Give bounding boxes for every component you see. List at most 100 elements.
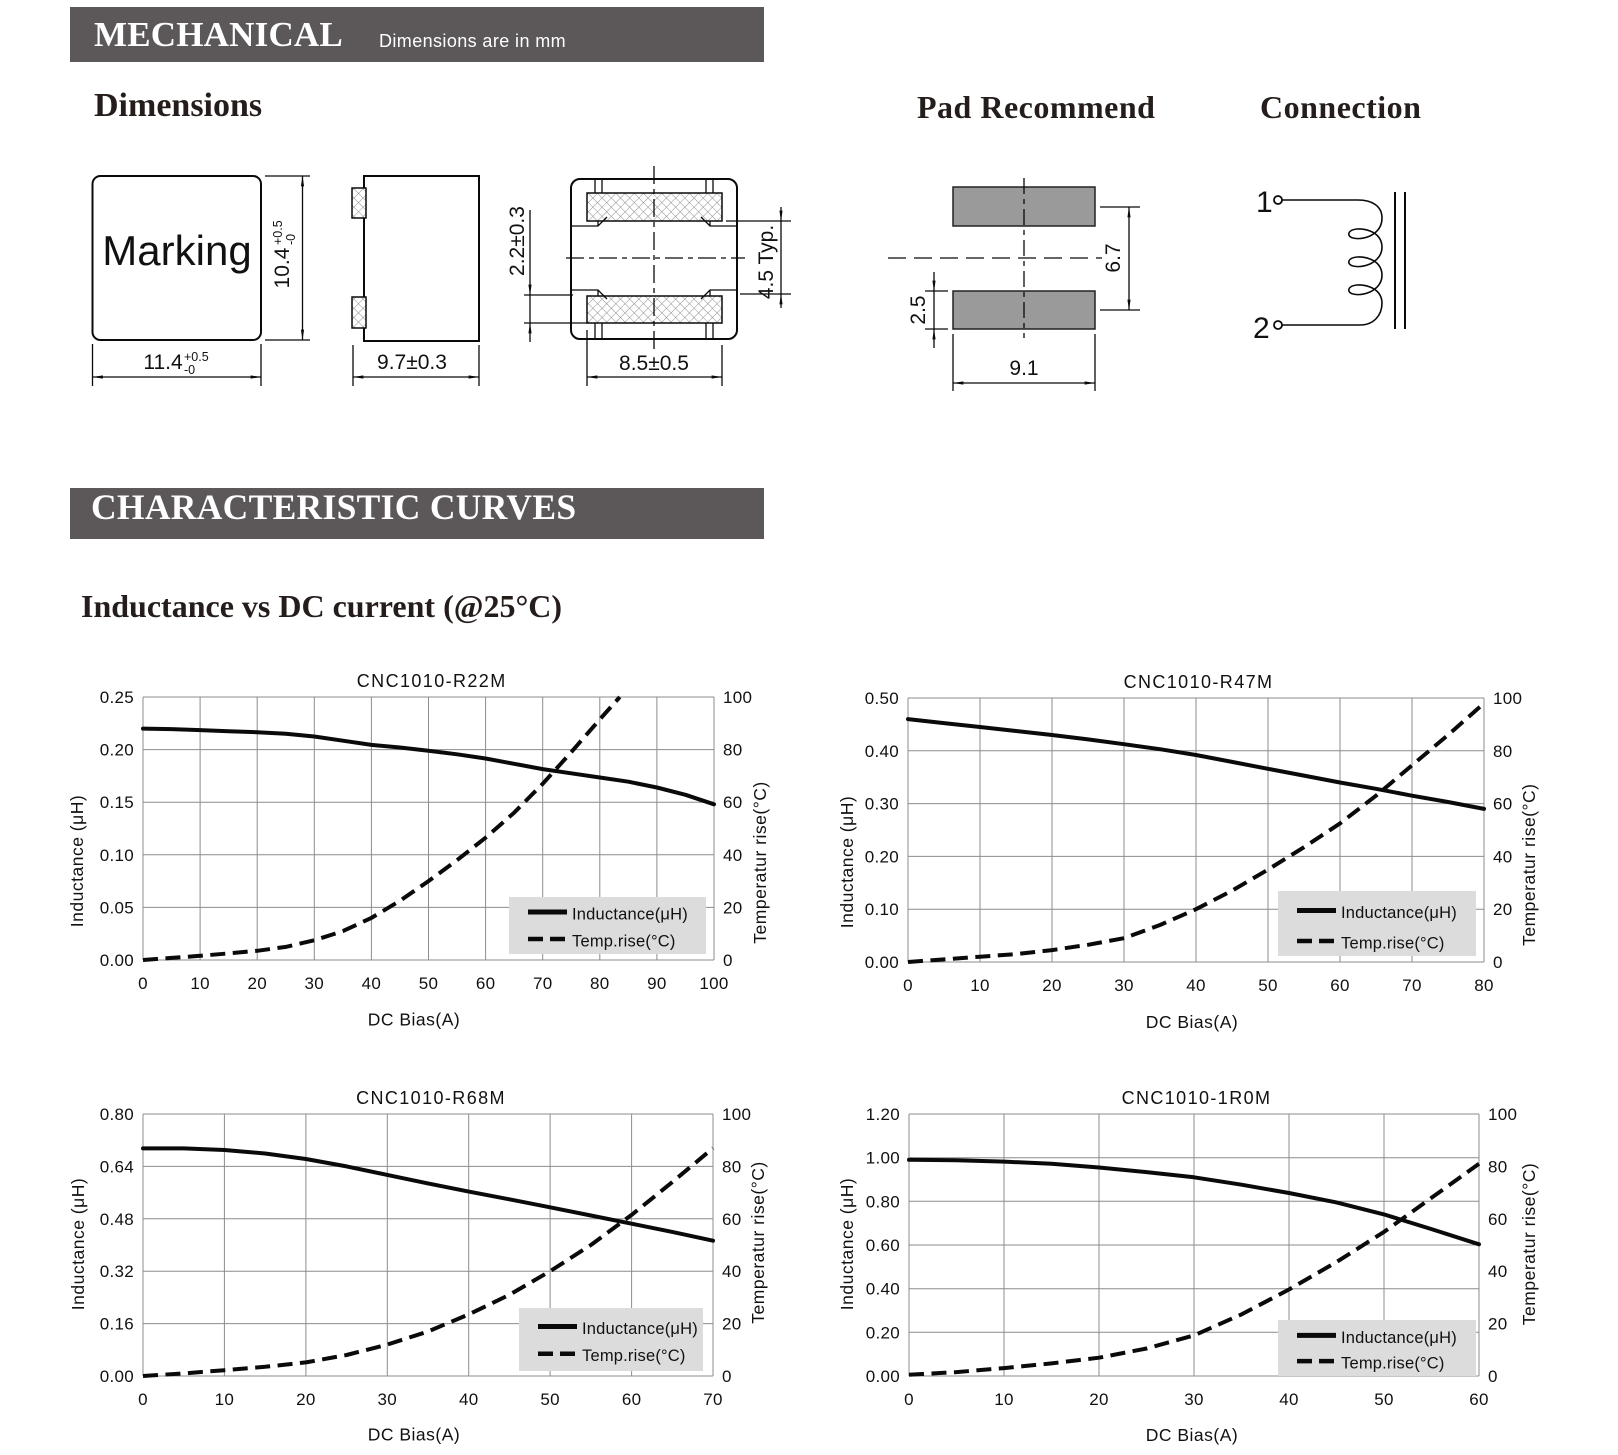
svg-text:Temp.rise(°C): Temp.rise(°C) <box>582 1347 686 1365</box>
svg-text:0.20: 0.20 <box>865 847 899 866</box>
svg-text:Temperatur rise(°C): Temperatur rise(°C) <box>748 1161 768 1323</box>
svg-text:0.25: 0.25 <box>100 688 134 707</box>
svg-text:0.48: 0.48 <box>100 1210 134 1229</box>
svg-text:DC Bias(A): DC Bias(A) <box>1146 1012 1239 1032</box>
svg-text:0.00: 0.00 <box>100 1367 134 1386</box>
svg-text:0.64: 0.64 <box>100 1157 134 1176</box>
svg-text:50: 50 <box>1374 1390 1394 1409</box>
svg-text:50: 50 <box>1258 976 1278 995</box>
svg-text:70: 70 <box>703 1390 723 1409</box>
svg-text:CNC1010-1R0M: CNC1010-1R0M <box>1122 1088 1272 1108</box>
svg-text:0: 0 <box>1493 953 1503 972</box>
svg-text:100: 100 <box>1488 1105 1517 1124</box>
svg-text:DC Bias(A): DC Bias(A) <box>368 1425 461 1445</box>
svg-text:8.5±0.5: 8.5±0.5 <box>619 352 689 375</box>
svg-text:0.40: 0.40 <box>865 742 899 761</box>
svg-text:1.00: 1.00 <box>866 1149 900 1168</box>
svg-text:60: 60 <box>1330 976 1350 995</box>
svg-text:80: 80 <box>1474 976 1494 995</box>
svg-text:-0: -0 <box>184 363 195 377</box>
svg-text:80: 80 <box>723 741 743 760</box>
svg-text:60: 60 <box>476 974 496 993</box>
svg-text:50: 50 <box>540 1390 560 1409</box>
svg-text:30: 30 <box>305 974 325 993</box>
svg-text:20: 20 <box>296 1390 316 1409</box>
svg-text:100: 100 <box>722 1105 751 1124</box>
svg-text:10.4: 10.4 <box>271 247 294 288</box>
svg-text:2: 2 <box>1253 312 1270 345</box>
svg-text:0.00: 0.00 <box>865 953 899 972</box>
svg-text:0.60: 0.60 <box>866 1236 900 1255</box>
svg-text:+0.5: +0.5 <box>271 220 285 245</box>
svg-text:2.5: 2.5 <box>907 295 930 324</box>
svg-text:20: 20 <box>1493 900 1513 919</box>
svg-text:100: 100 <box>1493 689 1522 708</box>
svg-text:0.10: 0.10 <box>865 900 899 919</box>
svg-text:+0.5: +0.5 <box>184 350 209 364</box>
svg-text:Temperatur rise(°C): Temperatur rise(°C) <box>750 781 770 943</box>
svg-text:10: 10 <box>970 976 990 995</box>
svg-text:Marking: Marking <box>102 227 251 274</box>
svg-text:CNC1010-R68M: CNC1010-R68M <box>356 1088 506 1108</box>
svg-text:40: 40 <box>1186 976 1206 995</box>
svg-text:20: 20 <box>1089 1390 1109 1409</box>
svg-text:Temperatur rise(°C): Temperatur rise(°C) <box>1519 1163 1539 1325</box>
svg-text:4.5 Typ.: 4.5 Typ. <box>755 225 778 299</box>
svg-text:Inductance(μH): Inductance(μH) <box>1341 1329 1457 1347</box>
svg-text:60: 60 <box>722 1210 742 1229</box>
svg-text:100: 100 <box>723 688 752 707</box>
svg-text:11.4: 11.4 <box>143 351 183 374</box>
svg-text:70: 70 <box>533 974 553 993</box>
svg-text:9.1: 9.1 <box>1009 357 1038 380</box>
svg-text:Inductance(μH): Inductance(μH) <box>572 906 688 924</box>
svg-text:0.32: 0.32 <box>100 1262 134 1281</box>
svg-text:60: 60 <box>723 793 743 812</box>
svg-text:30: 30 <box>378 1390 398 1409</box>
svg-text:80: 80 <box>1493 742 1513 761</box>
svg-text:0.20: 0.20 <box>866 1323 900 1342</box>
svg-text:0: 0 <box>904 1390 914 1409</box>
svg-text:1: 1 <box>1256 186 1273 219</box>
svg-text:2.2±0.3: 2.2±0.3 <box>506 206 529 276</box>
svg-text:0: 0 <box>903 976 913 995</box>
svg-text:9.7±0.3: 9.7±0.3 <box>377 351 447 374</box>
svg-text:Inductance (μH): Inductance (μH) <box>837 796 857 928</box>
svg-text:0: 0 <box>138 974 148 993</box>
svg-text:40: 40 <box>1279 1390 1299 1409</box>
svg-text:0: 0 <box>1488 1367 1498 1386</box>
svg-text:0: 0 <box>723 951 733 970</box>
svg-text:DC Bias(A): DC Bias(A) <box>368 1010 461 1030</box>
svg-text:Inductance(μH): Inductance(μH) <box>1341 904 1457 922</box>
svg-text:10: 10 <box>994 1390 1014 1409</box>
svg-text:70: 70 <box>1402 976 1422 995</box>
svg-text:0.16: 0.16 <box>100 1315 134 1334</box>
svg-text:1.20: 1.20 <box>866 1105 900 1124</box>
svg-text:CNC1010-R47M: CNC1010-R47M <box>1124 672 1274 692</box>
svg-text:0.15: 0.15 <box>100 793 134 812</box>
svg-text:60: 60 <box>1493 795 1513 814</box>
svg-text:40: 40 <box>1493 847 1513 866</box>
svg-text:0.10: 0.10 <box>100 846 134 865</box>
svg-text:40: 40 <box>362 974 382 993</box>
svg-text:0.50: 0.50 <box>865 689 899 708</box>
svg-text:Temp.rise(°C): Temp.rise(°C) <box>572 933 676 951</box>
svg-text:40: 40 <box>723 846 743 865</box>
svg-text:Inductance (μH): Inductance (μH) <box>67 795 87 927</box>
svg-text:10: 10 <box>190 974 210 993</box>
svg-text:0: 0 <box>722 1367 732 1386</box>
svg-text:40: 40 <box>1488 1262 1508 1281</box>
svg-text:20: 20 <box>1488 1315 1508 1334</box>
svg-text:20: 20 <box>1042 976 1062 995</box>
svg-text:-0: -0 <box>284 234 298 245</box>
svg-text:100: 100 <box>699 974 728 993</box>
svg-text:80: 80 <box>722 1157 742 1176</box>
svg-text:DC Bias(A): DC Bias(A) <box>1146 1425 1239 1445</box>
svg-text:0.00: 0.00 <box>866 1367 900 1386</box>
svg-text:20: 20 <box>723 898 743 917</box>
svg-text:Inductance (μH): Inductance (μH) <box>837 1178 857 1310</box>
svg-text:Inductance (μH): Inductance (μH) <box>68 1178 88 1310</box>
svg-text:20: 20 <box>247 974 267 993</box>
svg-text:Temp.rise(°C): Temp.rise(°C) <box>1341 1355 1445 1373</box>
svg-text:Temp.rise(°C): Temp.rise(°C) <box>1341 935 1445 953</box>
svg-text:0.05: 0.05 <box>100 898 134 917</box>
